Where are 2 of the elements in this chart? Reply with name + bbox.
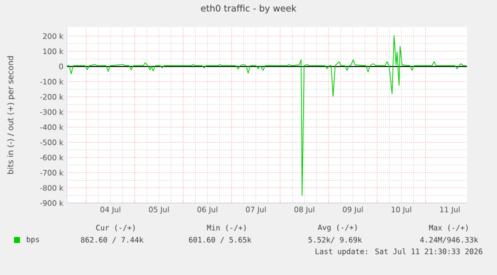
- chart-title: eth0 traffic - by week: [201, 4, 296, 14]
- line-series: [67, 35, 466, 196]
